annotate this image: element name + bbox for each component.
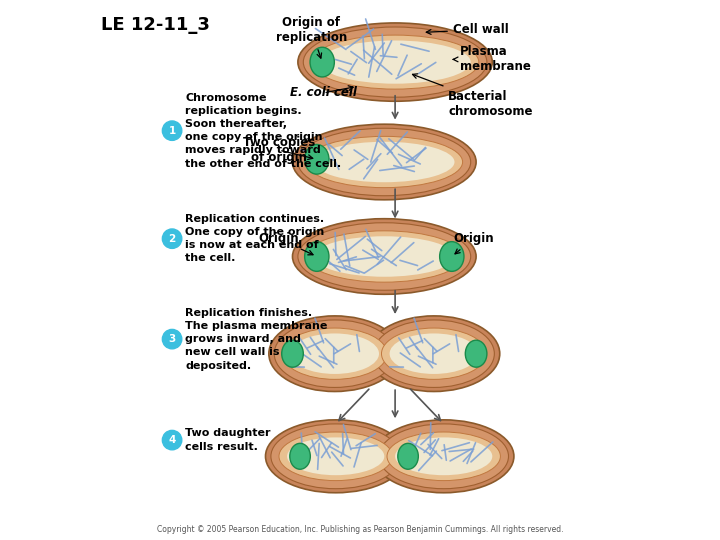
Ellipse shape <box>266 420 406 492</box>
Text: Origin: Origin <box>453 232 494 254</box>
Text: Origin: Origin <box>258 232 313 255</box>
Text: Two copies
of origin: Two copies of origin <box>243 136 315 164</box>
Text: LE 12-11_3: LE 12-11_3 <box>101 16 210 34</box>
Text: Origin of
replication: Origin of replication <box>276 16 347 58</box>
Ellipse shape <box>382 328 486 379</box>
Ellipse shape <box>395 437 492 475</box>
Ellipse shape <box>397 443 418 469</box>
Circle shape <box>162 229 181 248</box>
Ellipse shape <box>314 141 454 183</box>
Text: 1: 1 <box>168 126 176 136</box>
Ellipse shape <box>282 340 303 367</box>
Ellipse shape <box>387 432 500 481</box>
Ellipse shape <box>305 241 329 271</box>
Ellipse shape <box>305 144 329 174</box>
Circle shape <box>162 329 181 349</box>
Circle shape <box>162 430 181 450</box>
Text: Chromosome
replication begins.
Soon thereafter,
one copy of the origin
moves rap: Chromosome replication begins. Soon ther… <box>185 93 341 168</box>
Ellipse shape <box>320 40 471 84</box>
Text: Cell wall: Cell wall <box>426 23 508 36</box>
Ellipse shape <box>310 47 334 77</box>
Ellipse shape <box>298 23 492 102</box>
Text: Replication continues.
One copy of the origin
is now at each end of
the cell.: Replication continues. One copy of the o… <box>185 214 324 264</box>
Ellipse shape <box>290 333 379 374</box>
Text: Two daughter
cells result.: Two daughter cells result. <box>185 429 271 451</box>
Ellipse shape <box>311 35 479 89</box>
Ellipse shape <box>292 124 476 200</box>
Ellipse shape <box>271 424 400 489</box>
Ellipse shape <box>368 316 500 392</box>
Text: Copyright © 2005 Pearson Education, Inc. Publishing as Pearson Benjamin Cummings: Copyright © 2005 Pearson Education, Inc.… <box>157 524 563 534</box>
Ellipse shape <box>298 222 471 291</box>
Ellipse shape <box>440 241 464 271</box>
Ellipse shape <box>465 340 487 367</box>
Ellipse shape <box>314 237 454 276</box>
Ellipse shape <box>292 219 476 294</box>
Text: 2: 2 <box>168 234 176 244</box>
Ellipse shape <box>279 432 392 481</box>
Ellipse shape <box>298 128 471 195</box>
Circle shape <box>162 121 181 140</box>
Ellipse shape <box>287 437 384 475</box>
Ellipse shape <box>289 443 310 469</box>
Text: Replication finishes.
The plasma membrane
grows inward, and
new cell wall is
dep: Replication finishes. The plasma membran… <box>185 308 328 370</box>
Ellipse shape <box>379 424 508 489</box>
Ellipse shape <box>269 316 400 392</box>
Ellipse shape <box>303 27 487 97</box>
Ellipse shape <box>274 320 395 388</box>
Text: Plasma
membrane: Plasma membrane <box>454 45 531 73</box>
Text: 4: 4 <box>168 435 176 445</box>
Ellipse shape <box>306 137 463 187</box>
Text: E. coli cell: E. coli cell <box>290 86 356 99</box>
Ellipse shape <box>306 231 463 282</box>
Ellipse shape <box>374 420 514 492</box>
Ellipse shape <box>390 333 478 374</box>
Ellipse shape <box>282 328 387 379</box>
Text: Bacterial
chromosome: Bacterial chromosome <box>413 74 533 118</box>
Text: 3: 3 <box>168 334 176 344</box>
Ellipse shape <box>374 320 495 388</box>
